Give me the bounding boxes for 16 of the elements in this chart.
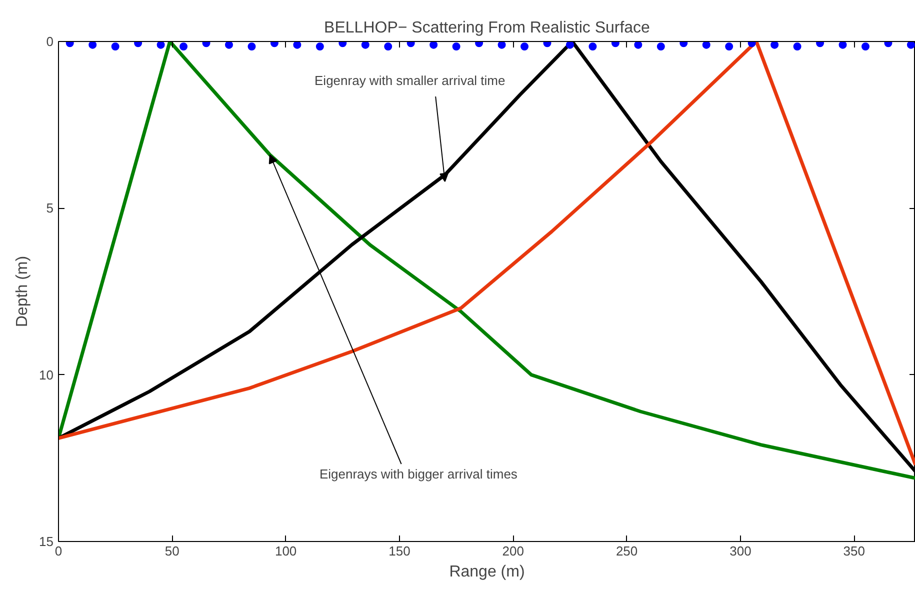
x-tick-label: 100 xyxy=(274,544,297,558)
x-tick-label: 150 xyxy=(388,544,410,558)
chart-title: BELLHOP− Scattering From Realistic Surface xyxy=(324,20,650,36)
x-tick-label: 50 xyxy=(164,544,180,558)
x-tick-label: 200 xyxy=(502,544,524,558)
y-tick-label: 0 xyxy=(46,34,54,49)
y-axis-title: Depth (m) xyxy=(14,256,32,328)
annotation: Eigenrays with bigger arrival times xyxy=(319,466,518,482)
y-tick-label: 15 xyxy=(39,534,54,549)
annotation: Eigenray with smaller arrival time xyxy=(314,73,506,88)
x-tick-label: 350 xyxy=(843,544,865,558)
y-tick-label: 5 xyxy=(46,200,54,216)
x-axis-title: Range (m) xyxy=(449,564,525,580)
x-tick-label: 300 xyxy=(730,544,752,558)
y-tick-label: 10 xyxy=(39,367,54,382)
x-tick-label: 250 xyxy=(616,544,638,558)
